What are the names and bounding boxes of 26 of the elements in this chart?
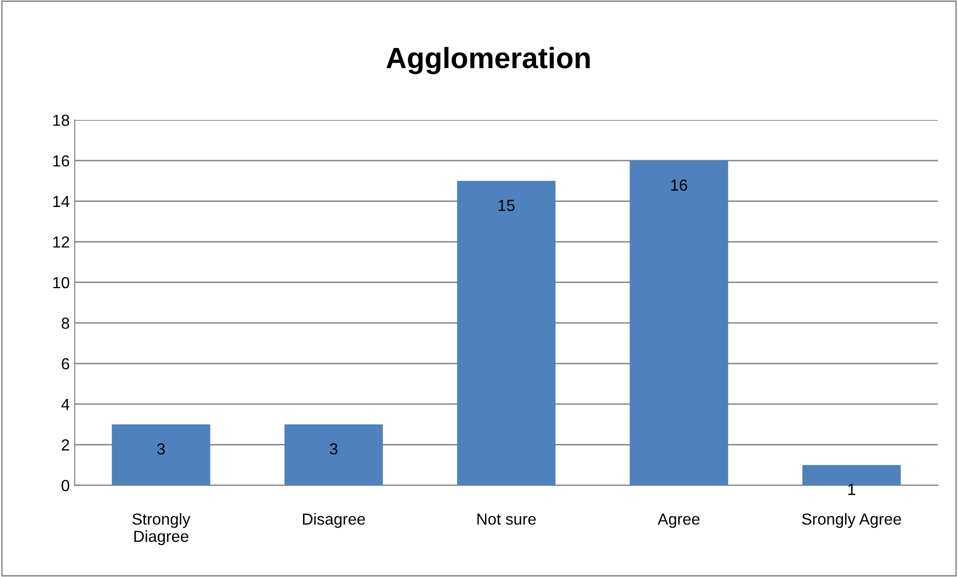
x-tick-label: Strongly Diagree bbox=[132, 513, 190, 546]
y-tick-label: 2 bbox=[62, 439, 70, 450]
bar bbox=[802, 464, 901, 486]
y-tick-label: 4 bbox=[61, 398, 70, 410]
bar bbox=[630, 160, 728, 486]
bar bbox=[457, 180, 556, 486]
x-tick-label: Agree bbox=[658, 514, 700, 528]
data-label: 1 bbox=[848, 484, 856, 495]
y-tick-label: 16 bbox=[53, 155, 70, 167]
bar bbox=[284, 424, 383, 486]
x-tick-label: Disagree bbox=[303, 513, 365, 528]
x-tick-label: Not sure bbox=[477, 514, 536, 525]
y-tick-label: 8 bbox=[62, 318, 70, 329]
y-tick-label: 10 bbox=[53, 276, 70, 288]
data-label: 3 bbox=[330, 443, 338, 455]
y-tick-label: 6 bbox=[62, 358, 70, 370]
x-tick-label: Srongly Agree bbox=[802, 513, 902, 528]
bar bbox=[112, 424, 210, 486]
y-tick-label: 14 bbox=[53, 196, 70, 207]
chart-title: Agglomeration bbox=[386, 46, 590, 74]
y-tick-label: 18 bbox=[53, 114, 70, 126]
y-tick-label: 12 bbox=[53, 236, 70, 248]
data-label: 3 bbox=[157, 443, 165, 455]
data-label: 15 bbox=[498, 200, 515, 212]
data-label: 16 bbox=[671, 179, 688, 191]
y-tick-label: 0 bbox=[62, 480, 70, 492]
